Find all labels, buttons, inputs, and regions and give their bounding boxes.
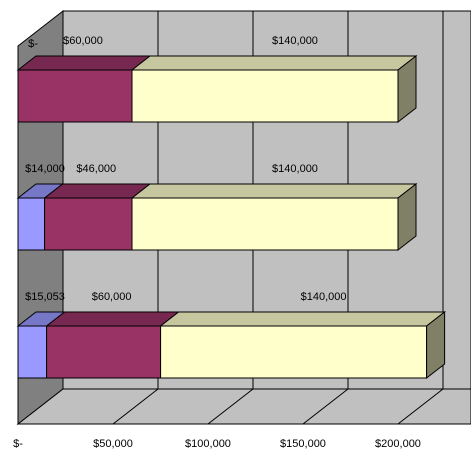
bar-segment bbox=[131, 69, 399, 123]
bar-segment bbox=[160, 325, 428, 379]
data-label: $46,000 bbox=[76, 163, 116, 175]
floor-gridline bbox=[112, 388, 159, 425]
data-label: $140,000 bbox=[301, 291, 347, 303]
bar-segment-top bbox=[159, 311, 447, 327]
bar-segment-top bbox=[130, 55, 418, 71]
x-tick-label: $150,000 bbox=[280, 438, 326, 450]
bar-segment bbox=[17, 197, 46, 251]
data-label: $60,000 bbox=[92, 291, 132, 303]
bar-series bbox=[16, 54, 447, 380]
data-label: $15,053 bbox=[25, 291, 65, 303]
data-label: $140,000 bbox=[272, 163, 318, 175]
bar-segment bbox=[46, 325, 162, 379]
data-label: $14,000 bbox=[25, 163, 65, 175]
x-tick-label: $50,000 bbox=[93, 438, 133, 450]
data-label: $140,000 bbox=[272, 35, 318, 47]
bar-end-face bbox=[397, 54, 417, 124]
bar-segment bbox=[131, 197, 399, 251]
data-labels: $- $60,000 $140,000 $14,000 $46,000 $140,000 $… bbox=[25, 35, 346, 303]
bar-segment-top bbox=[45, 311, 181, 327]
data-label: $- bbox=[28, 38, 38, 50]
x-tick-label: $- bbox=[13, 438, 23, 450]
data-label: $60,000 bbox=[63, 35, 103, 47]
bar-segment bbox=[17, 325, 48, 379]
bar-segment-top bbox=[16, 55, 152, 71]
floor-gridline bbox=[397, 388, 444, 425]
bar-segment bbox=[44, 197, 133, 251]
bar-end-face bbox=[397, 182, 417, 252]
bar-segment-top bbox=[130, 183, 418, 199]
x-tick-label: $200,000 bbox=[375, 438, 421, 450]
x-tick-label: $100,000 bbox=[185, 438, 231, 450]
floor-gridline bbox=[207, 388, 254, 425]
bar-end-face bbox=[426, 310, 446, 380]
bar-segment bbox=[17, 69, 133, 123]
x-axis-ticks: $- $50,000 $100,000 $150,000 $200,000 bbox=[13, 438, 421, 450]
floor-gridline bbox=[302, 388, 349, 425]
floor bbox=[16, 388, 471, 425]
